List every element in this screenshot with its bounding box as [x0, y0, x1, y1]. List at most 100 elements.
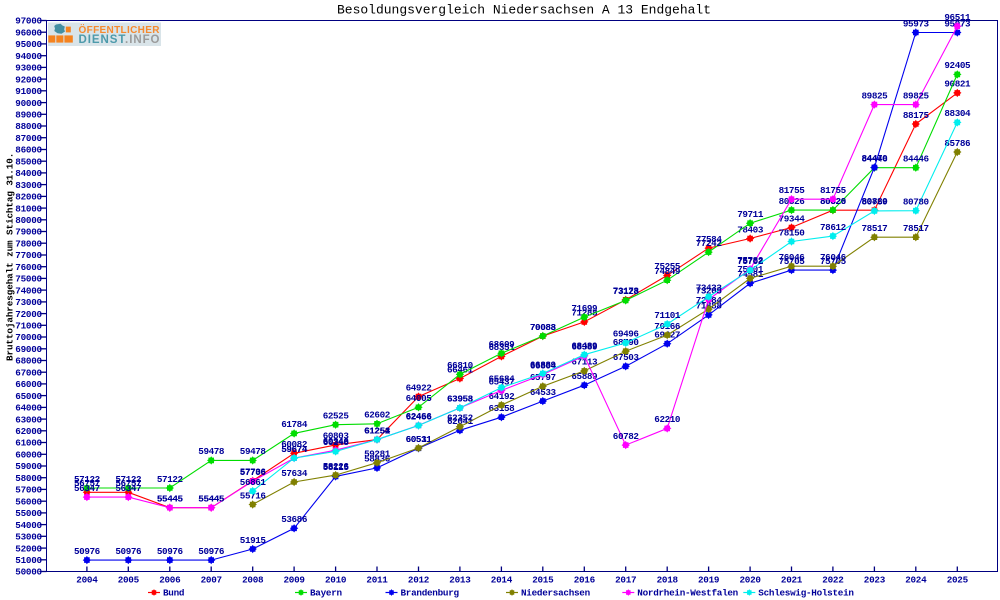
svg-text:56347: 56347: [74, 483, 100, 494]
svg-text:50976: 50976: [115, 546, 142, 557]
svg-text:94000: 94000: [15, 51, 42, 62]
svg-text:95000: 95000: [15, 39, 42, 50]
svg-text:55445: 55445: [198, 494, 225, 505]
svg-text:76046: 76046: [779, 252, 806, 263]
svg-text:ÖFFENTLICHER: ÖFFENTLICHER: [79, 23, 161, 36]
svg-text:59000: 59000: [15, 461, 42, 472]
svg-text:76046: 76046: [820, 252, 847, 263]
svg-text:2007: 2007: [201, 574, 222, 585]
svg-text:61252: 61252: [364, 425, 391, 436]
svg-text:2008: 2008: [242, 574, 264, 585]
svg-text:78403: 78403: [737, 224, 764, 235]
svg-text:2024: 2024: [905, 574, 927, 585]
svg-text:75000: 75000: [15, 274, 42, 285]
svg-text:81000: 81000: [15, 203, 42, 214]
svg-text:51915: 51915: [240, 535, 267, 546]
svg-text:92405: 92405: [944, 60, 971, 71]
svg-text:77242: 77242: [696, 238, 723, 249]
svg-text:63953: 63953: [447, 394, 474, 405]
svg-text:85786: 85786: [944, 138, 971, 149]
svg-text:61784: 61784: [281, 419, 308, 430]
svg-text:72000: 72000: [15, 309, 42, 320]
svg-text:2009: 2009: [283, 574, 305, 585]
svg-text:56757: 56757: [115, 478, 141, 489]
svg-text:55716: 55716: [240, 490, 267, 501]
svg-text:2015: 2015: [532, 574, 554, 585]
svg-text:62210: 62210: [654, 414, 681, 425]
svg-text:58226: 58226: [323, 461, 350, 472]
svg-text:78612: 78612: [820, 222, 847, 233]
svg-text:52000: 52000: [15, 543, 42, 554]
svg-text:92000: 92000: [15, 74, 42, 85]
svg-text:2025: 2025: [947, 574, 969, 585]
svg-text:60511: 60511: [406, 434, 433, 445]
svg-text:58836: 58836: [364, 454, 391, 465]
svg-text:78150: 78150: [779, 227, 806, 238]
svg-text:71288: 71288: [571, 308, 598, 319]
svg-text:68489: 68489: [571, 341, 598, 352]
svg-text:63958: 63958: [447, 394, 474, 405]
svg-text:66889: 66889: [530, 359, 557, 370]
svg-text:66000: 66000: [15, 379, 42, 390]
svg-text:63000: 63000: [15, 414, 42, 425]
svg-text:71000: 71000: [15, 321, 42, 332]
svg-text:96511: 96511: [944, 12, 971, 23]
svg-text:Schleswig-Holstein: Schleswig-Holstein: [758, 588, 854, 599]
svg-text:62466: 62466: [406, 411, 433, 422]
svg-text:50976: 50976: [198, 546, 225, 557]
svg-text:2011: 2011: [366, 574, 388, 585]
svg-text:79711: 79711: [737, 209, 764, 220]
svg-text:56861: 56861: [240, 477, 267, 488]
svg-text:2016: 2016: [574, 574, 596, 585]
svg-text:55445: 55445: [157, 494, 184, 505]
svg-text:54000: 54000: [15, 520, 42, 531]
svg-text:89825: 89825: [862, 90, 889, 101]
svg-text:2019: 2019: [698, 574, 720, 585]
svg-text:66810: 66810: [447, 360, 474, 371]
svg-text:64192: 64192: [489, 391, 516, 402]
svg-text:68000: 68000: [15, 356, 42, 367]
svg-text:81755: 81755: [779, 185, 806, 196]
svg-text:65000: 65000: [15, 391, 42, 402]
svg-text:71101: 71101: [654, 310, 681, 321]
svg-text:78517: 78517: [862, 223, 888, 234]
svg-text:Bruttojahresgehalt zum Stichta: Bruttojahresgehalt zum Stichtag 31.10.: [5, 153, 16, 361]
svg-text:59478: 59478: [240, 446, 267, 457]
svg-text:84470: 84470: [862, 153, 889, 164]
svg-text:57122: 57122: [157, 474, 184, 485]
svg-text:78517: 78517: [903, 223, 929, 234]
svg-text:80780: 80780: [903, 197, 930, 208]
svg-text:84446: 84446: [903, 154, 930, 165]
svg-text:60248: 60248: [323, 437, 350, 448]
svg-text:56757: 56757: [74, 478, 100, 489]
svg-text:84446: 84446: [862, 154, 889, 165]
svg-text:91000: 91000: [15, 86, 42, 97]
svg-text:86000: 86000: [15, 145, 42, 156]
svg-text:83000: 83000: [15, 180, 42, 191]
svg-text:73123: 73123: [613, 286, 640, 297]
svg-text:62000: 62000: [15, 426, 42, 437]
svg-text:60531: 60531: [406, 434, 433, 445]
svg-text:77000: 77000: [15, 250, 42, 261]
svg-text:60782: 60782: [613, 431, 640, 442]
svg-text:55445: 55445: [157, 494, 184, 505]
svg-text:70000: 70000: [15, 332, 42, 343]
svg-text:50000: 50000: [15, 567, 42, 578]
svg-text:70083: 70083: [530, 322, 557, 333]
svg-text:Bayern: Bayern: [310, 588, 342, 599]
svg-text:60803: 60803: [323, 431, 350, 442]
svg-text:89000: 89000: [15, 110, 42, 121]
svg-text:64533: 64533: [530, 387, 557, 398]
svg-text:93000: 93000: [15, 63, 42, 74]
svg-text:90000: 90000: [15, 98, 42, 109]
svg-text:2023: 2023: [864, 574, 886, 585]
svg-text:80820: 80820: [862, 196, 889, 207]
svg-text:77584: 77584: [696, 234, 723, 245]
svg-text:62352: 62352: [447, 413, 474, 424]
svg-text:73000: 73000: [15, 297, 42, 308]
svg-text:65437: 65437: [489, 376, 515, 387]
svg-text:69496: 69496: [613, 329, 640, 340]
svg-text:58000: 58000: [15, 473, 42, 484]
svg-text:57122: 57122: [74, 474, 101, 485]
svg-text:71699: 71699: [571, 303, 598, 314]
